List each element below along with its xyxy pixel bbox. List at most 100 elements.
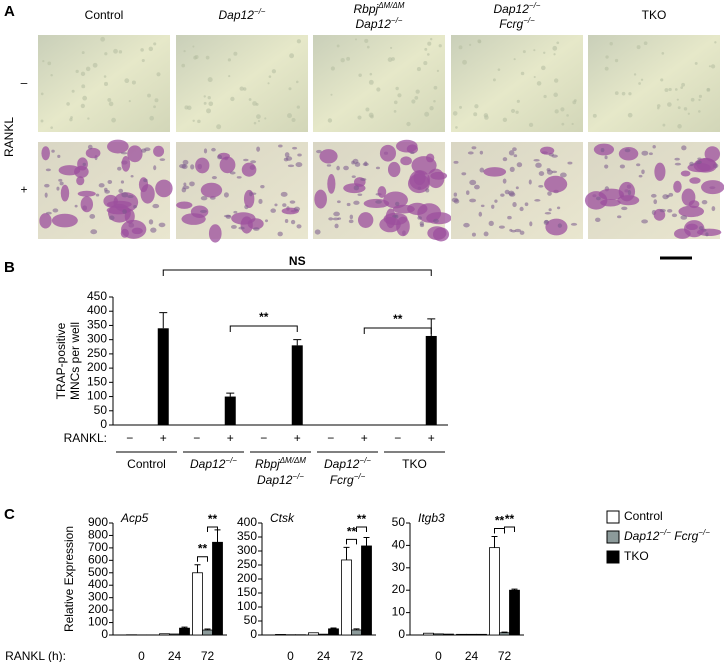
cell (271, 69, 277, 74)
cell (375, 200, 382, 204)
significance-label: ** (495, 514, 505, 528)
cell (369, 72, 373, 76)
error-bar (194, 564, 201, 573)
cell (42, 59, 45, 63)
y-tick-label: 0 (101, 627, 108, 641)
cell (696, 160, 702, 164)
cell (619, 164, 626, 169)
cell (249, 191, 253, 197)
cell (159, 158, 166, 162)
cell (370, 114, 374, 119)
cell (231, 212, 256, 225)
error-bar (353, 628, 360, 630)
cell (223, 192, 229, 198)
cell (560, 172, 567, 178)
cell (285, 156, 293, 161)
cell (205, 55, 210, 60)
cell (479, 167, 485, 173)
cell (200, 209, 208, 213)
cell (461, 172, 467, 176)
significance-bracket (356, 526, 367, 532)
cell (183, 182, 187, 187)
cell (92, 62, 98, 68)
cell (694, 61, 698, 65)
y-tick-label: 150 (87, 375, 107, 389)
cell (107, 97, 112, 102)
x-tick-label: 0 (287, 649, 294, 662)
legend-swatch (606, 530, 620, 544)
cell (519, 206, 524, 212)
cell (225, 214, 232, 219)
cell (677, 106, 681, 110)
cell (56, 186, 60, 191)
cell (208, 224, 222, 243)
bar (179, 627, 190, 636)
cell (676, 98, 679, 101)
legend-label: Control (624, 509, 663, 523)
cell (228, 74, 231, 78)
cell (701, 199, 708, 205)
cell (397, 93, 402, 98)
cell (514, 228, 522, 233)
y-tick-label: 500 (88, 565, 108, 579)
cell (332, 217, 340, 221)
cell (368, 79, 374, 85)
cell (414, 96, 419, 100)
error-bar (511, 588, 518, 591)
panel-label: A (4, 3, 15, 20)
cell (363, 198, 390, 209)
cell (353, 185, 360, 191)
cell (103, 81, 109, 86)
cell (540, 146, 555, 155)
cell (478, 211, 483, 217)
cell (698, 94, 703, 98)
cell (673, 180, 682, 193)
cell (628, 92, 632, 96)
significance-label: ** (208, 512, 218, 526)
cell (604, 164, 609, 169)
cell (290, 219, 296, 225)
cell (144, 147, 151, 152)
cell (483, 167, 507, 177)
cell (471, 146, 477, 150)
cell (469, 198, 477, 203)
significance-label: ** (393, 312, 403, 326)
cell (103, 194, 118, 208)
cell (429, 106, 434, 111)
bar (169, 633, 180, 636)
cell (80, 71, 86, 77)
cell (140, 184, 155, 204)
cell (287, 113, 292, 119)
cell (494, 199, 498, 203)
cell (45, 211, 52, 215)
cell (497, 68, 501, 71)
cell (551, 170, 558, 174)
cell (659, 208, 666, 213)
error-bar (181, 626, 188, 629)
cell (288, 87, 292, 91)
y-tick-label: 50 (244, 613, 258, 627)
cell (295, 80, 299, 84)
cell (556, 206, 561, 210)
cell (326, 164, 332, 167)
y-tick-label: 0 (100, 417, 107, 431)
bar (202, 629, 213, 636)
legend-swatch (606, 510, 620, 524)
cell (351, 175, 356, 178)
cell (706, 87, 711, 92)
cell (364, 38, 369, 43)
cell (87, 117, 90, 120)
cell (80, 103, 85, 109)
cell (230, 96, 235, 102)
cell (544, 211, 552, 215)
cell (436, 69, 440, 72)
cell (636, 163, 641, 167)
cell (150, 227, 157, 233)
cell (120, 151, 128, 155)
cell (348, 219, 354, 224)
cell (552, 45, 558, 51)
cell (236, 176, 242, 179)
x-tick-label: + (160, 431, 167, 445)
cell (107, 179, 113, 185)
bar (224, 396, 236, 425)
